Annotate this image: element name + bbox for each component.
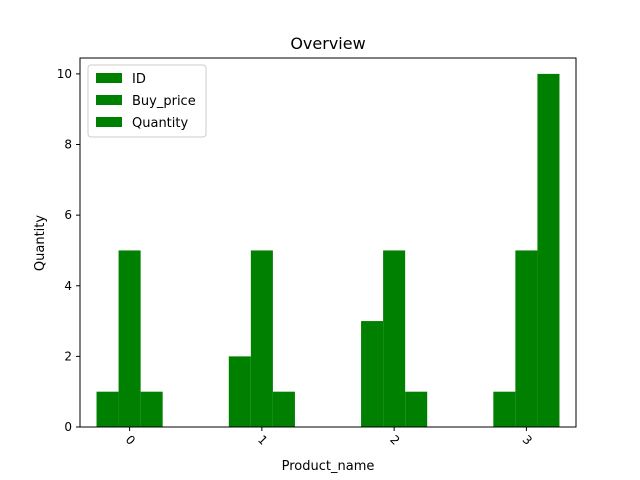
y-tick-label: 6 (64, 208, 72, 222)
bar-quantity-3 (537, 73, 560, 427)
bar-buy_price-0 (118, 250, 141, 427)
bar-id-3 (493, 391, 516, 427)
bar-id-1 (228, 356, 251, 427)
y-axis-label: Quantity (33, 215, 48, 271)
plot-frame (79, 57, 577, 428)
y-tick-label: 8 (64, 138, 72, 152)
bar-id-0 (96, 391, 119, 427)
y-tick-label: 2 (64, 349, 72, 363)
y-tick-label: 10 (57, 67, 72, 81)
bar-buy_price-3 (515, 250, 538, 427)
x-axis-label: Product_name (282, 459, 375, 474)
legend-swatch-quantity (96, 117, 122, 127)
bar-buy_price-1 (250, 250, 273, 427)
bar-quantity-1 (272, 391, 295, 427)
y-tick-label: 0 (64, 420, 72, 434)
bar-id-2 (361, 321, 384, 427)
bar-buy_price-2 (383, 250, 406, 427)
chart-title: Overview (290, 34, 365, 53)
bars-layer (96, 73, 560, 427)
legend-label-id: ID (132, 72, 146, 87)
bar-quantity-2 (405, 391, 428, 427)
legend-label-quantity: Quantity (132, 116, 188, 131)
legend-swatch-buy_price (96, 95, 122, 105)
bar-quantity-0 (140, 391, 163, 427)
legend-label-buy_price: Buy_price (132, 94, 196, 109)
y-tick-label: 4 (64, 279, 72, 293)
legend: ID Buy_price Quantity (87, 64, 207, 138)
legend-swatch-id (96, 73, 122, 83)
